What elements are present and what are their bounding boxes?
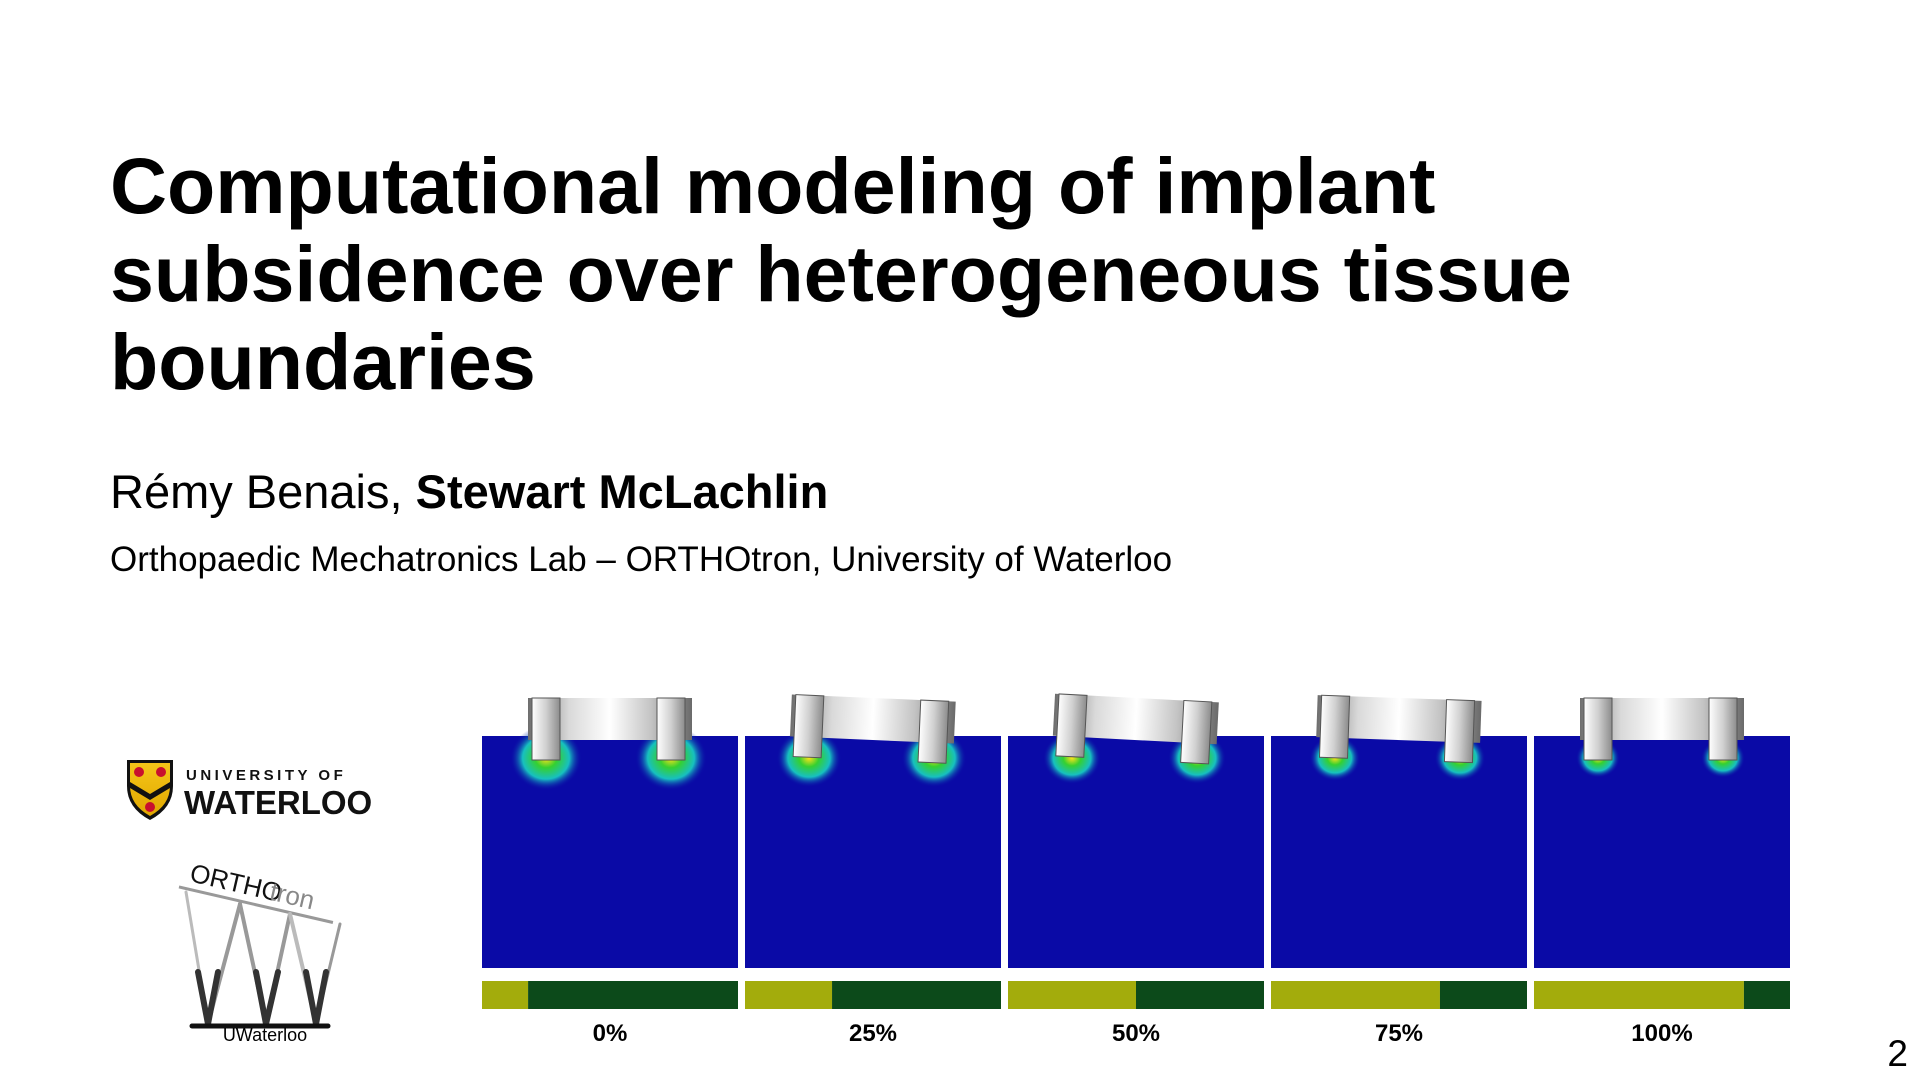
implant [1580,697,1744,761]
affiliation: Orthopaedic Mechatronics Lab – ORTHOtron… [110,540,1173,579]
orthotron-logo: ORTHO tron [178,862,342,1029]
implant [528,697,692,761]
simulation-label: 0% [592,1020,628,1047]
uwaterloo-label: UWaterloo [222,1025,308,1045]
simulation-label: 50% [1111,1020,1161,1047]
implant [1316,694,1482,764]
simulation-panels [482,693,1790,1009]
tissue-block [1271,736,1527,968]
orthotron-robot-icon [184,890,342,1029]
author-second: Stewart McLachlin [415,465,829,518]
composition-bar-light [482,981,529,1009]
simulation-label: 100% [1631,1020,1693,1047]
composition-bar-dark [1136,981,1264,1009]
implant [1052,693,1219,765]
slide-title: Computational modeling of implant subsid… [110,141,1572,406]
composition-bar-dark [832,981,1001,1009]
university-of-waterloo-logo: UNIVERSITY OF WATERLOO [127,760,372,821]
waterloo-logo-main: WATERLOO [184,784,372,821]
simulation-label: 75% [1374,1020,1424,1047]
waterloo-logo-top: UNIVERSITY OF [186,767,346,784]
stress-region [776,728,842,788]
simulation-panel [1534,697,1790,1009]
author-list: Rémy Benais, Stewart McLachlin [110,464,828,520]
simulation-panel [745,694,1001,1009]
simulation-panel [1008,693,1264,1009]
simulation-panel [1271,694,1527,1009]
page-number: 2 [1887,1033,1908,1074]
composition-bar-light [1271,981,1440,1009]
author-first: Rémy Benais, [110,465,416,518]
composition-bar-light [745,981,833,1009]
simulation-label: 25% [848,1020,898,1047]
implant [790,694,956,764]
composition-bar-dark [1439,981,1527,1009]
composition-bar-light [1534,981,1744,1009]
composition-bar-dark [528,981,738,1009]
simulation-panel [482,697,738,1009]
composition-bar-dark [1743,981,1790,1009]
tissue-block [1008,736,1264,968]
tissue-block [1534,736,1790,968]
waterloo-shield-icon [127,760,173,820]
composition-bar-light [1008,981,1136,1009]
